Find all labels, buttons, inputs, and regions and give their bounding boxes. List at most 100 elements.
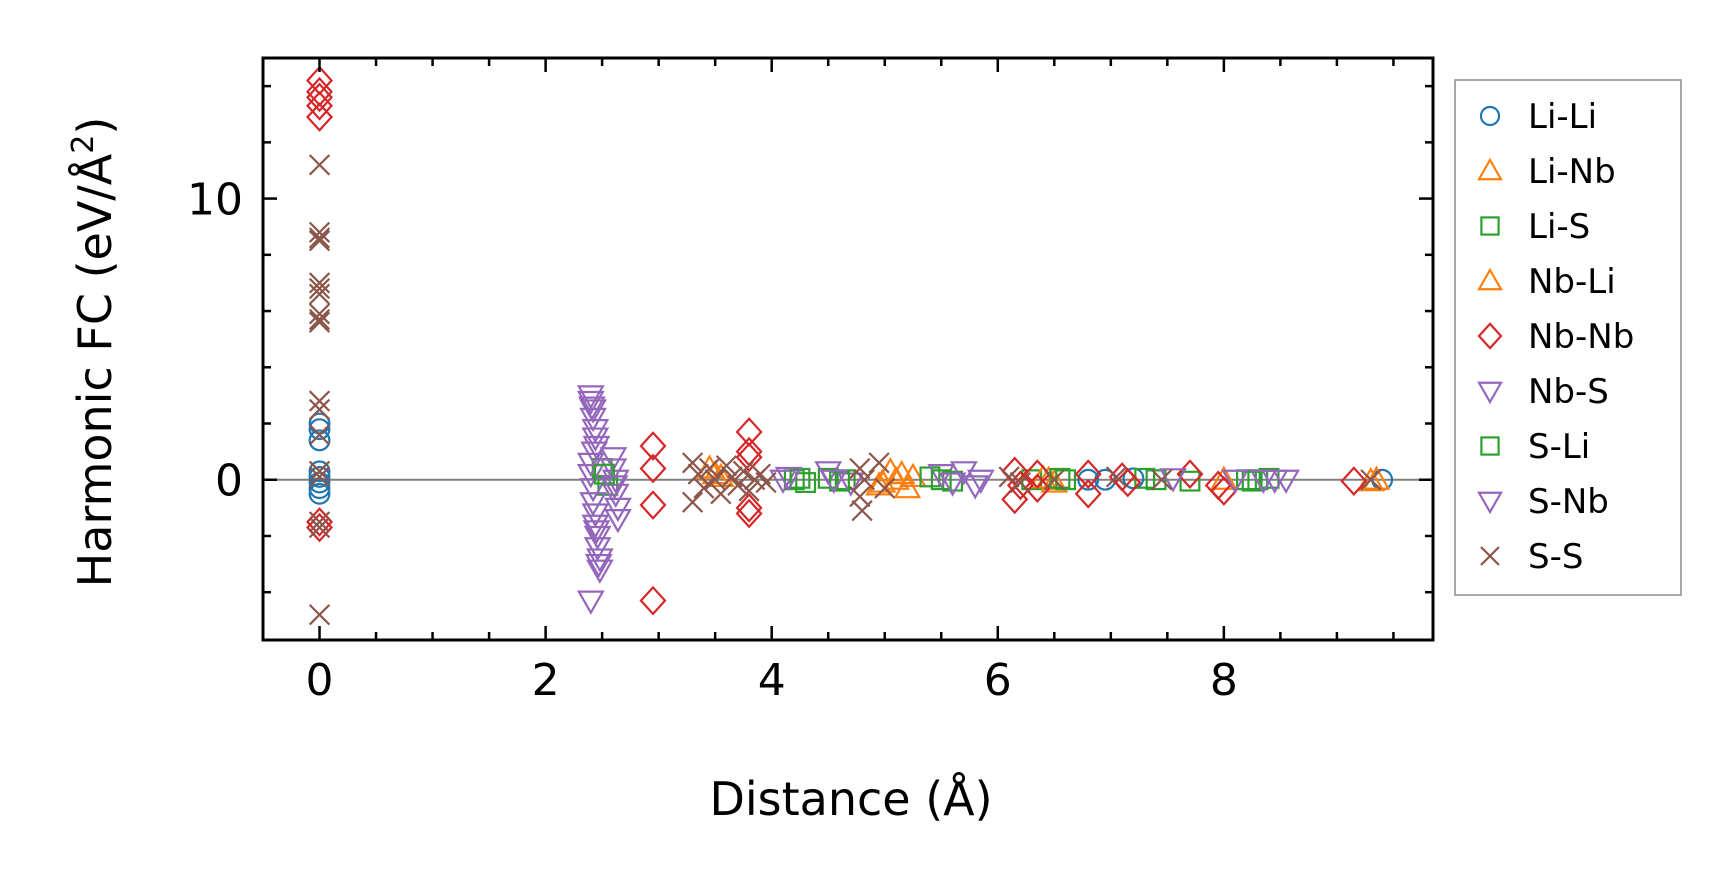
data-point-s-s	[868, 452, 890, 474]
data-point-nb-s	[961, 475, 990, 500]
data-point-nb-s	[579, 478, 607, 503]
data-point-s-li	[1145, 469, 1167, 491]
legend-label-li-nb: Li-Nb	[1528, 152, 1616, 192]
data-point-nb-nb	[1114, 467, 1142, 498]
data-point-li-nb	[899, 462, 927, 488]
data-point-s-s	[755, 471, 777, 494]
x-tick-label: 6	[984, 655, 1012, 706]
ticks-layer	[261, 58, 1433, 640]
legend-label-s-s: S-S	[1528, 537, 1583, 577]
data-point-s-s	[308, 272, 331, 294]
series-nb-nb	[306, 65, 1368, 616]
data-point-s-s	[998, 466, 1020, 488]
y-axis-label-close: )	[68, 117, 122, 135]
data-point-nb-nb	[735, 442, 763, 473]
data-point-s-s	[681, 452, 704, 474]
data-point-s-nb	[582, 520, 611, 545]
data-point-li-li	[308, 418, 331, 441]
series-s-li	[593, 463, 1263, 492]
data-point-nb-s	[581, 419, 610, 444]
data-point-s-s	[308, 311, 331, 333]
x-tick-label: 2	[532, 655, 560, 706]
legend-label-s-li: S-Li	[1528, 427, 1590, 467]
data-point-s-nb	[1272, 469, 1300, 494]
data-point-nb-nb	[306, 82, 334, 113]
data-point-nb-s	[576, 390, 605, 416]
legend-marker-li-nb	[1477, 157, 1503, 181]
series-s-nb	[578, 396, 1300, 579]
data-point-s-s	[1043, 469, 1065, 491]
y-axis-label-superscript: 2	[66, 135, 101, 154]
data-point-nb-nb	[1023, 473, 1051, 504]
data-point-s-s	[693, 477, 715, 499]
data-point-nb-nb	[735, 493, 763, 523]
legend-marker-s-li	[1480, 436, 1500, 456]
data-point-li-li	[308, 482, 331, 505]
data-point-s-s	[698, 457, 721, 480]
data-point-nb-nb	[639, 431, 667, 461]
data-point-nb-s	[966, 469, 995, 494]
data-point-s-s	[308, 604, 331, 626]
data-point-s-nb	[600, 475, 629, 500]
data-point-s-s	[308, 516, 331, 539]
data-point-li-s	[1179, 470, 1201, 492]
data-point-s-s	[308, 227, 331, 249]
data-point-s-nb	[1221, 469, 1250, 494]
data-point-nb-s	[581, 427, 610, 452]
data-point-s-s	[308, 308, 331, 331]
data-point-li-li	[308, 460, 331, 483]
data-point-s-s	[308, 390, 331, 412]
data-point-s-nb	[584, 553, 613, 579]
data-point-nb-nb	[306, 90, 334, 121]
data-point-s-s	[853, 469, 876, 491]
data-point-s-s	[681, 491, 704, 513]
data-point-s-s	[308, 511, 331, 533]
legend-marker-nb-li	[1477, 267, 1503, 291]
data-point-li-s	[795, 472, 817, 494]
data-point-nb-nb	[306, 512, 334, 543]
data-point-s-s	[849, 457, 871, 480]
data-point-nb-nb	[1074, 478, 1102, 509]
data-point-nb-s	[927, 464, 956, 489]
plot-frame	[261, 56, 1435, 642]
data-point-s-s	[704, 469, 726, 491]
data-point-s-s	[308, 398, 331, 421]
data-point-s-s	[1151, 469, 1173, 491]
y-tick-label: 10	[187, 175, 243, 226]
data-point-nb-s	[585, 559, 614, 584]
data-point-s-s	[308, 221, 331, 243]
data-point-nb-s	[601, 483, 630, 509]
y-axis-label-text: Harmonic FC (eV/Å	[68, 153, 122, 587]
x-axis-label: Distance (Å)	[709, 772, 992, 826]
data-point-nb-s	[604, 509, 632, 534]
data-point-s-s	[308, 277, 331, 300]
data-point-s-s	[308, 230, 331, 252]
data-point-s-s	[687, 463, 709, 485]
series-s-s	[308, 154, 1382, 626]
legend-marker-li-li	[1479, 105, 1501, 127]
x-tick-label: 8	[1210, 655, 1238, 706]
legend-label-nb-li: Nb-Li	[1528, 262, 1616, 302]
legend-label-s-nb: S-Nb	[1528, 482, 1609, 522]
data-point-li-s	[817, 467, 839, 489]
legend-marker-nb-s	[1477, 381, 1503, 405]
data-point-nb-nb	[1340, 466, 1368, 496]
data-point-s-s	[715, 455, 738, 477]
data-point-s-s	[849, 485, 871, 508]
data-point-nb-nb	[639, 453, 667, 484]
data-point-s-s	[851, 500, 873, 522]
data-point-nb-nb	[735, 417, 763, 447]
data-point-s-s	[308, 283, 331, 305]
data-point-s-s	[727, 474, 749, 496]
legend-marker-s-nb	[1477, 491, 1503, 515]
data-point-s-li	[1049, 467, 1071, 489]
legend-label-li-li: Li-Li	[1528, 97, 1597, 137]
data-point-s-s	[308, 303, 331, 325]
x-tick-label: 4	[758, 655, 786, 706]
data-point-li-s	[1055, 469, 1077, 491]
tick-labels-layer: 0 2 4 6 8 0 10	[187, 175, 1238, 706]
data-point-s-nb	[578, 396, 606, 421]
data-point-li-nb	[882, 465, 910, 490]
data-point-nb-nb	[639, 585, 667, 616]
